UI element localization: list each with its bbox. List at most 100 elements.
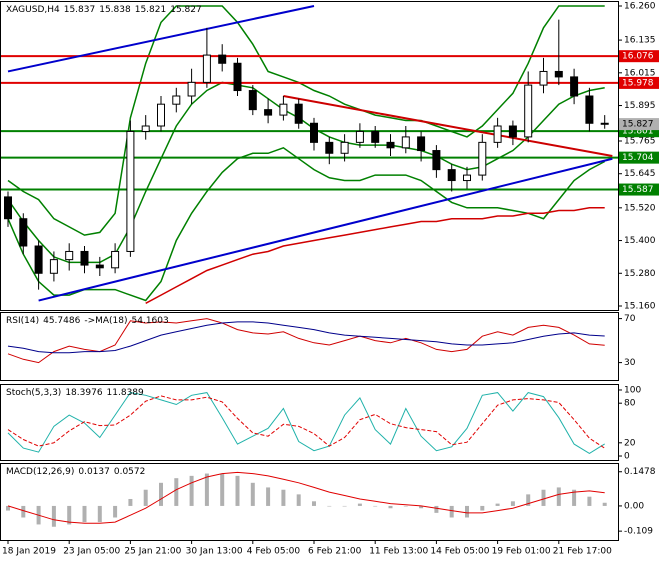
histogram-bar <box>6 505 10 511</box>
y-tick-label: 100 <box>624 385 641 395</box>
histogram-bar <box>67 505 72 525</box>
candle-body <box>279 103 288 116</box>
histogram-bar <box>403 505 408 507</box>
overlay-line <box>7 81 605 264</box>
candle-body <box>157 103 165 127</box>
indicator-line <box>7 318 605 364</box>
indicator-line <box>7 395 605 449</box>
header-part: 45.7486 <box>43 316 80 326</box>
y-tick-label: 16.260 <box>624 2 656 12</box>
candle-body <box>248 90 257 111</box>
histogram-bar <box>159 482 163 506</box>
header-part: 0.0137 <box>78 467 110 477</box>
panel-frame <box>0 1 619 311</box>
histogram-bar <box>541 489 546 506</box>
histogram-bar <box>342 505 347 507</box>
level-tag <box>619 50 659 63</box>
last-price-tag <box>619 118 659 131</box>
candle-body <box>310 122 318 143</box>
histogram-bar <box>128 498 133 506</box>
histogram-bar <box>495 503 500 506</box>
y-tick-label: 20 <box>624 438 636 448</box>
header-part: 15.837 <box>64 5 96 15</box>
candle-body <box>49 259 58 274</box>
histogram-bar <box>465 505 469 518</box>
candle-body <box>141 125 150 132</box>
candle-body <box>187 81 196 97</box>
x-tick-label: 21 Feb 17:00 <box>553 547 612 557</box>
histogram-bar <box>526 494 531 506</box>
x-tick-label: 11 Feb 13:00 <box>369 547 428 557</box>
candle-body <box>401 136 410 149</box>
histogram-bar <box>312 501 316 506</box>
y-tick-label: 15.400 <box>624 236 656 246</box>
candle-body <box>355 130 364 143</box>
candle-body <box>218 54 227 64</box>
panel <box>7 392 605 454</box>
overlay-line <box>7 5 605 236</box>
trend-line <box>7 5 315 73</box>
y-tick-label: 0.00 <box>624 501 644 511</box>
overlay-line <box>145 207 605 304</box>
candle-body <box>432 150 441 171</box>
histogram-bar <box>235 475 240 506</box>
y-tick-label: 15.280 <box>624 269 656 279</box>
y-tick-label: 0 <box>624 452 630 462</box>
header-part: 15.838 <box>99 5 131 15</box>
histogram-bar <box>510 501 515 506</box>
candle-body <box>478 141 487 176</box>
level-tag <box>619 76 659 89</box>
y-tick-label: 80 <box>624 399 636 409</box>
y-tick-label: 16.135 <box>624 36 656 46</box>
candle-body <box>463 174 471 182</box>
level-label: 16.076 <box>622 52 654 62</box>
candle-body <box>4 196 12 220</box>
histogram-bar <box>480 505 485 511</box>
header-part: RSI(14) <box>6 316 39 326</box>
header-part: MACD(12,26,9) <box>6 467 74 477</box>
histogram-bar <box>327 505 332 507</box>
last-price-label: 15.827 <box>622 120 654 130</box>
candle-body <box>524 84 533 138</box>
candle-body <box>111 250 120 269</box>
histogram-bar <box>587 496 592 506</box>
candle-body <box>554 70 563 78</box>
indicator-line <box>7 471 605 524</box>
histogram-bar <box>174 478 179 506</box>
histogram-bar <box>220 473 225 506</box>
x-tick-label: 19 Feb 01:00 <box>492 547 551 557</box>
candle-body <box>386 141 395 149</box>
candle-body <box>95 264 104 269</box>
y-tick-label: 30 <box>624 358 636 368</box>
level-label: 15.978 <box>622 78 654 88</box>
histogram-bar <box>21 505 26 518</box>
candle-body <box>126 130 135 252</box>
level-label: 15.704 <box>622 153 654 163</box>
histogram-bar <box>189 475 194 506</box>
level-tag <box>619 183 659 196</box>
header-part: 15.821 <box>135 5 167 15</box>
trend-line <box>38 157 613 302</box>
y-tick-label: -0.109 <box>624 527 653 537</box>
panel <box>0 5 618 304</box>
histogram-bar <box>434 505 439 513</box>
histogram-bar <box>266 487 271 506</box>
histogram-bar <box>556 487 561 506</box>
indicator-line <box>7 392 605 454</box>
histogram-bar <box>82 505 87 523</box>
y-tick-label: 15.645 <box>624 169 656 179</box>
histogram-bar <box>388 505 393 509</box>
histogram-bar <box>281 489 286 506</box>
panel-header: XAGUSD,H4 15.837 15.838 15.821 15.827 <box>6 5 202 15</box>
histogram-bar <box>51 505 56 527</box>
candle-body <box>202 54 211 83</box>
header-part: 0.0572 <box>114 467 146 477</box>
candle-body <box>325 141 334 154</box>
header-part: XAGUSD,H4 <box>6 5 60 15</box>
x-tick-label: 4 Feb 05:00 <box>247 547 301 557</box>
histogram-bar <box>572 489 577 506</box>
y-tick-label: 15.520 <box>624 203 656 213</box>
header-part: 18.3976 <box>65 388 102 398</box>
candle-body <box>19 218 28 247</box>
